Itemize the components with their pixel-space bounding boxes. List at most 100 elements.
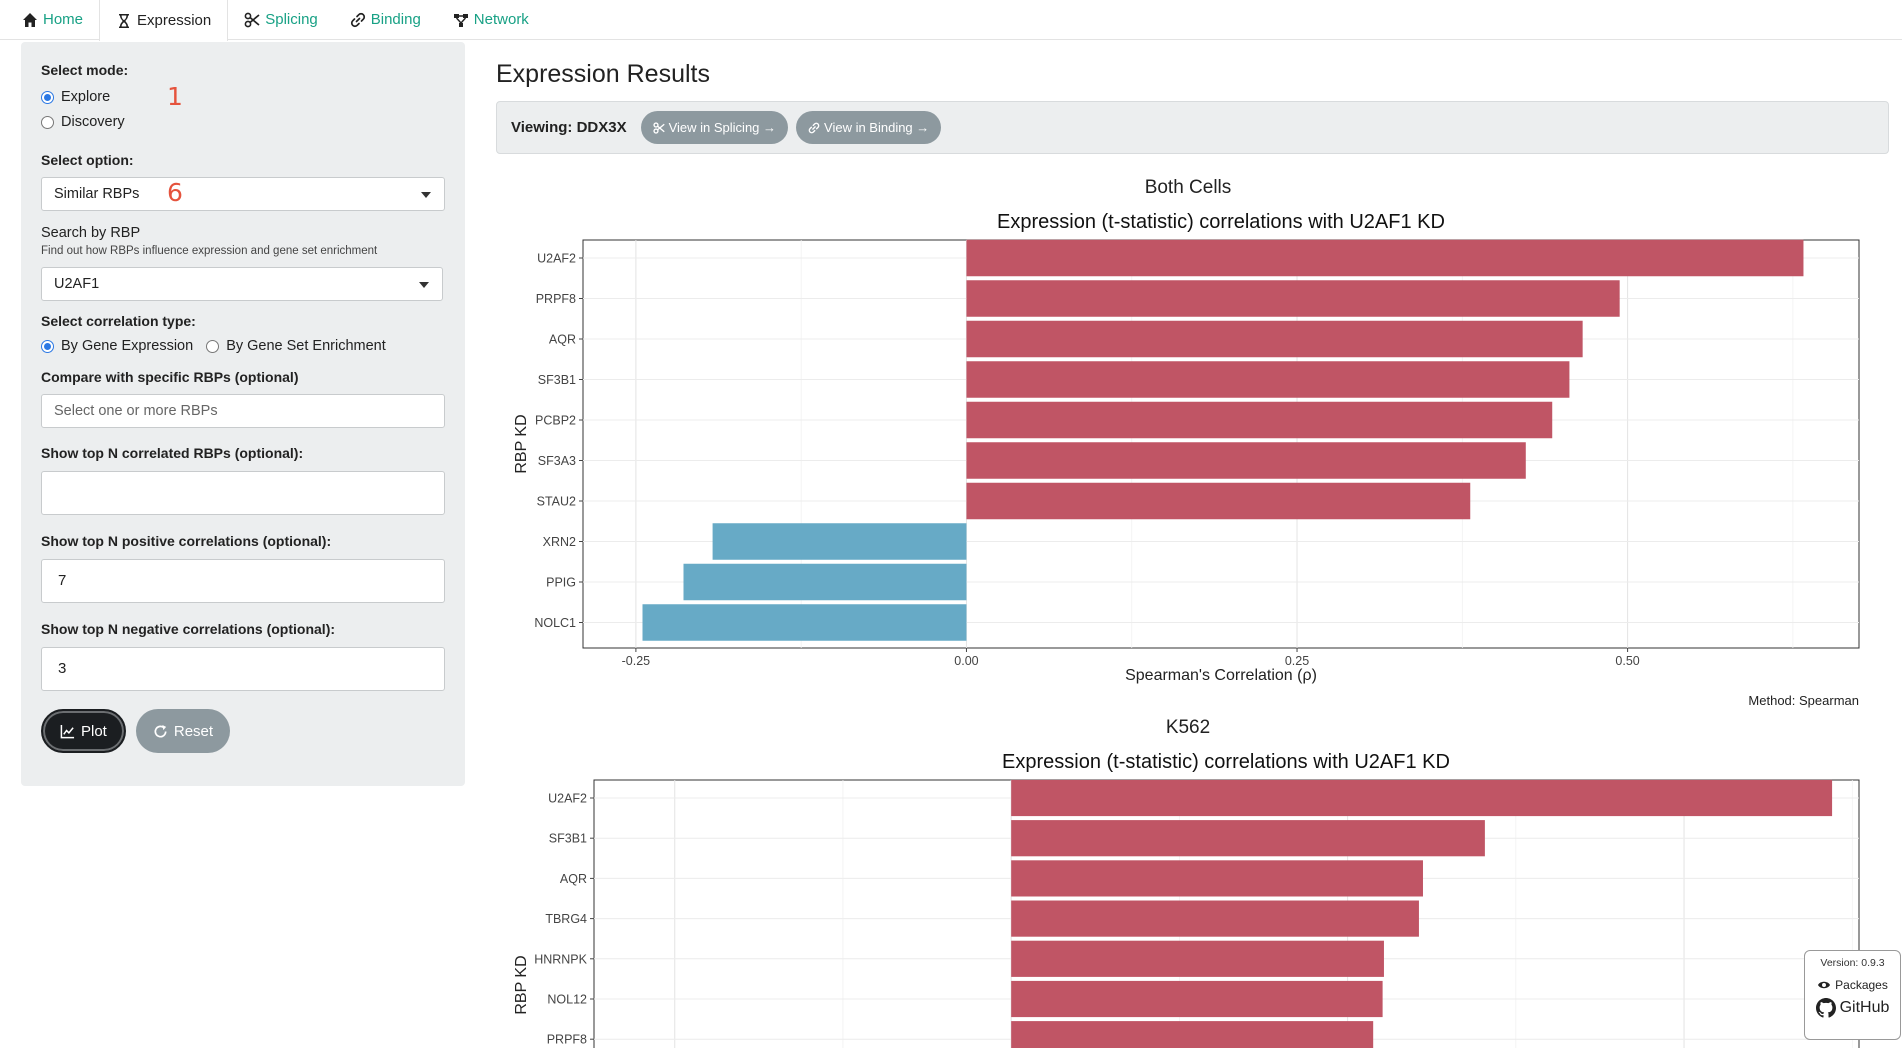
home-icon	[23, 12, 37, 27]
top-positive-input[interactable]: 7	[41, 559, 445, 603]
chart-title: Expression (t-statistic) correlations wi…	[1002, 751, 1450, 773]
viewing-bar: Viewing: DDX3X View in Splicing → View i…	[496, 101, 1889, 154]
y-tick-label: AQR	[549, 333, 576, 347]
corr-gene-set-label: By Gene Set Enrichment	[226, 338, 386, 354]
radio-indicator[interactable]	[41, 339, 54, 353]
bar-aqr	[966, 320, 1583, 358]
reset-button[interactable]: Reset	[135, 709, 231, 753]
chart-heading: K562	[1166, 717, 1210, 738]
tab-splicing[interactable]: Splicing	[228, 0, 334, 39]
y-tick-label: SF3A3	[538, 454, 576, 468]
chart-k562-svg: K562 Expression (t-statistic) correlatio…	[513, 717, 1860, 1048]
top-negative-input[interactable]: 3	[41, 647, 445, 691]
x-tick-label: -0.25	[622, 654, 651, 668]
bars	[642, 239, 1804, 641]
y-tick-label: AQR	[560, 872, 587, 886]
top-n-label: Show top N correlated RBPs (optional):	[41, 445, 304, 461]
view-in-splicing-button[interactable]: View in Splicing →	[640, 111, 789, 144]
y-tick-label: XRN2	[543, 535, 576, 549]
corr-gene-expression-label: By Gene Expression	[61, 338, 194, 354]
scissors-icon	[244, 12, 260, 27]
bar-pcbp2	[966, 401, 1553, 439]
version-text: Version: 0.9.3	[1820, 957, 1885, 969]
search-rbp-value: U2AF1	[54, 276, 100, 292]
mode-discovery-label: Discovery	[61, 114, 125, 130]
bar-u2af2	[966, 239, 1804, 277]
view-in-binding-label: View in Binding →	[824, 120, 930, 135]
y-tick-label: NOLC1	[534, 616, 576, 630]
search-rbp-select[interactable]: U2AF1	[41, 267, 443, 301]
search-help-text: Find out how RBPs influence expression a…	[41, 245, 378, 257]
bar-prpf8	[1011, 1021, 1374, 1048]
link-icon	[350, 12, 365, 27]
top-nav: Home Expression Splicing Binding Network	[0, 0, 1902, 41]
version-box: Version: 0.9.3 Packages GitHub	[1804, 950, 1901, 1040]
page-title: Expression Results	[496, 60, 710, 88]
y-tick-label: SF3B1	[538, 373, 576, 387]
chart-k562: K562 Expression (t-statistic) correlatio…	[496, 710, 1896, 1048]
bar-sf3b1	[1011, 820, 1485, 857]
x-tick-label: 0.00	[954, 654, 978, 668]
compare-rbps-input[interactable]: Select one or more RBPs	[41, 394, 445, 428]
bars	[1011, 779, 1833, 1048]
y-tick-label: TBRG4	[545, 912, 587, 926]
bar-sf3a3	[966, 442, 1526, 479]
mode-discovery-radio[interactable]: Discovery	[41, 114, 445, 130]
top-positive-label: Show top N positive correlations (option…	[41, 533, 332, 549]
top-negative-label: Show top N negative correlations (option…	[41, 621, 336, 637]
option-select[interactable]: Similar RBPs	[41, 177, 445, 211]
tab-home[interactable]: Home	[10, 0, 99, 39]
x-tick-label: 0.25	[1285, 654, 1309, 668]
radio-indicator[interactable]	[41, 115, 54, 129]
network-icon	[453, 13, 468, 27]
tab-network-label: Network	[473, 11, 529, 28]
packages-link[interactable]: Packages	[1813, 978, 1892, 992]
x-axis-label: Spearman's Correlation (ρ)	[1125, 667, 1317, 684]
plot-button[interactable]: Plot	[41, 709, 126, 753]
y-tick-label: NOL12	[547, 993, 587, 1007]
tab-expression[interactable]: Expression	[99, 0, 229, 41]
chart-both-cells-svg: Both Cells Expression (t-statistic) corr…	[513, 177, 1860, 708]
caret-down-icon	[419, 282, 429, 288]
y-tick-label: HNRNPK	[534, 952, 587, 966]
chart-caption: Method: Spearman	[1748, 693, 1859, 708]
corr-gene-expression-radio[interactable]: By Gene Expression	[41, 338, 193, 354]
viewing-label: Viewing: DDX3X	[511, 119, 627, 136]
x-tick-label: 0.50	[1615, 654, 1639, 668]
top-n-input[interactable]	[41, 471, 445, 515]
y-tick-label: PPIG	[546, 576, 576, 590]
radio-indicator[interactable]	[206, 339, 220, 353]
option-select-value: Similar RBPs	[54, 186, 140, 202]
y-axis-label: RBP KD	[513, 414, 530, 473]
github-link[interactable]: GitHub	[1813, 998, 1892, 1018]
y-tick-label: U2AF2	[537, 252, 576, 266]
bar-aqr	[1011, 860, 1423, 897]
tab-binding[interactable]: Binding	[334, 0, 437, 39]
tab-binding-label: Binding	[370, 11, 421, 28]
option-label: Select option:	[41, 152, 134, 168]
view-in-binding-button[interactable]: View in Binding →	[796, 111, 942, 144]
radio-indicator[interactable]	[41, 90, 54, 104]
corr-gene-set-radio[interactable]: By Gene Set Enrichment	[206, 338, 386, 354]
github-label: GitHub	[1839, 999, 1890, 1016]
corr-type-label: Select correlation type:	[41, 313, 196, 329]
view-in-splicing-label: View in Splicing →	[668, 120, 777, 135]
mode-explore-radio[interactable]: Explore	[41, 89, 445, 105]
bar-stau2	[966, 482, 1471, 520]
tab-splicing-label: Splicing	[265, 11, 318, 28]
y-tick-label: SF3B1	[549, 832, 587, 846]
rotate-icon	[154, 724, 167, 737]
y-tick-label: STAU2	[537, 495, 576, 509]
line-chart-icon	[60, 724, 75, 738]
y-tick-labels: U2AF2 SF3B1 AQR TBRG4 HNRNPK NOL12 PRPF8	[534, 792, 594, 1047]
bar-sf3b1	[966, 361, 1570, 398]
y-tick-label: PCBP2	[535, 414, 576, 428]
hourglass-icon	[119, 13, 130, 28]
bar-prpf8	[966, 280, 1620, 317]
y-tick-label: PRPF8	[536, 292, 576, 306]
scissors-icon	[652, 121, 665, 134]
annotation-number-6: 6	[167, 178, 183, 207]
mode-label: Select mode:	[41, 62, 129, 78]
tab-network[interactable]: Network	[437, 0, 545, 39]
mode-explore-label: Explore	[61, 89, 111, 105]
